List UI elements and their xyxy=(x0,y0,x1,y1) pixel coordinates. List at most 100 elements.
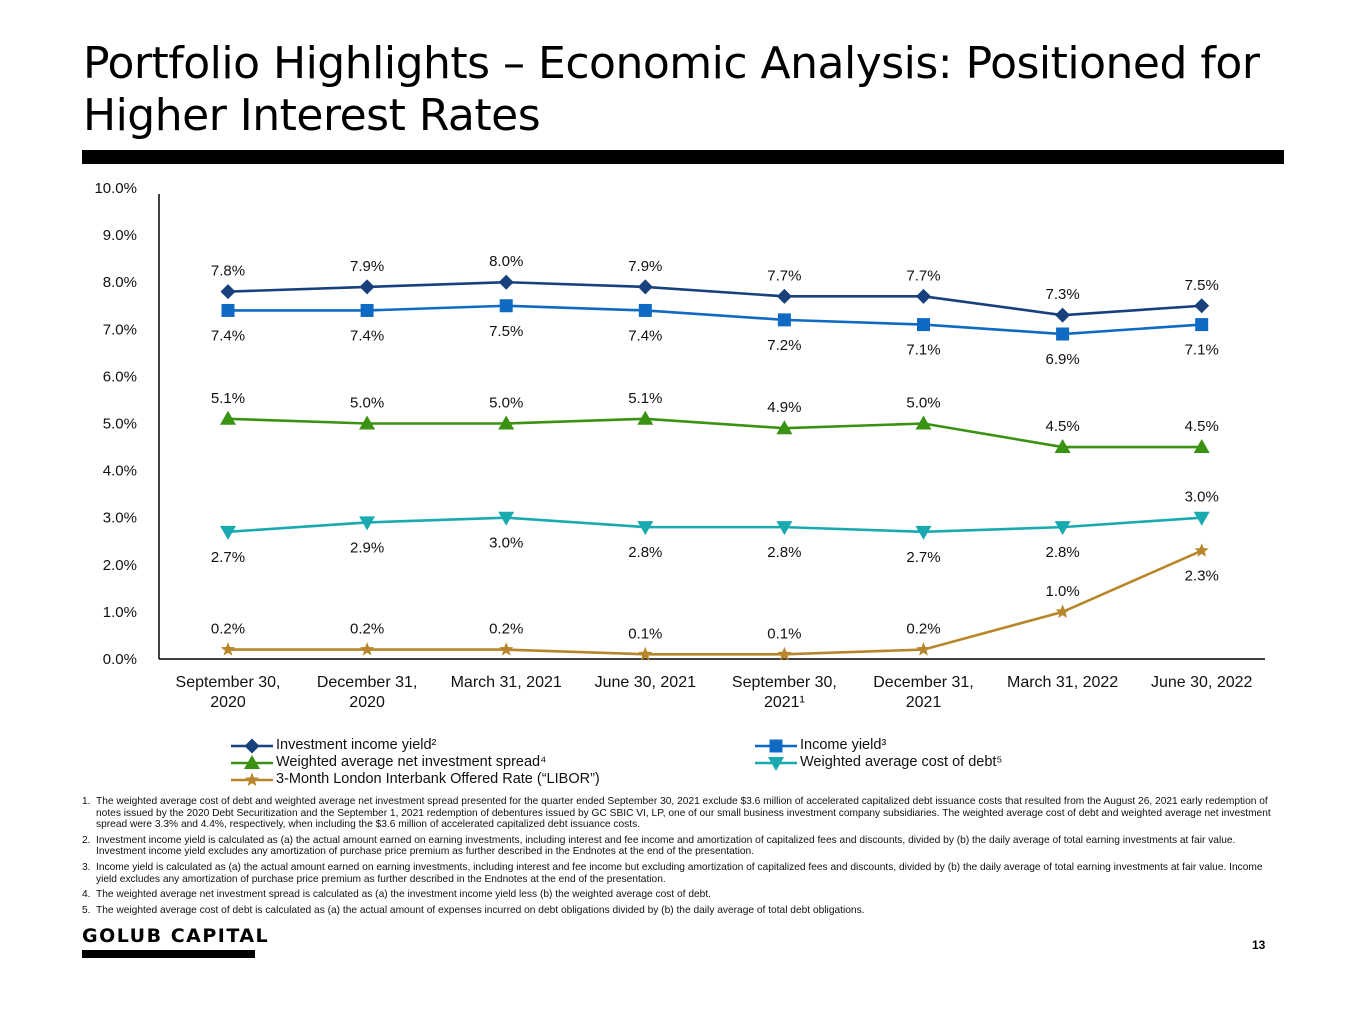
data-point xyxy=(1054,521,1071,536)
line-chart: 0.0% 1.0% 2.0% 3.0% 4.0% 5.0% 6.0% 7.0% 8.0% 9.0%… xyxy=(94,180,1265,711)
y-tick-label: 2.0% xyxy=(103,557,137,574)
x-tick-label: 2020 xyxy=(210,694,246,711)
data-label: 7.4% xyxy=(211,327,245,344)
data-point xyxy=(220,410,236,425)
data-label: 7.2% xyxy=(767,337,801,354)
data-point xyxy=(916,642,931,656)
data-label: 5.0% xyxy=(350,395,384,412)
x-tick-label: March 31, 2022 xyxy=(1007,674,1118,691)
data-point xyxy=(359,516,376,531)
data-point xyxy=(637,279,653,295)
data-point xyxy=(498,511,515,526)
y-tick-label: 5.0% xyxy=(103,416,137,433)
legend-label: Investment income yield² xyxy=(276,737,437,753)
data-point xyxy=(1055,604,1070,618)
data-point xyxy=(359,279,375,295)
data-point xyxy=(1193,439,1210,454)
data-label: 7.7% xyxy=(767,267,801,284)
footnote: 5. The weighted average cost of debt is c… xyxy=(82,905,1282,917)
footnote: 4. The weighted average net investment sp… xyxy=(82,889,1282,901)
data-label: 0.1% xyxy=(767,625,801,642)
data-point xyxy=(776,288,792,304)
x-tick-label: June 30, 2022 xyxy=(1151,674,1253,691)
footnote: 2. Investment income yield is calculated … xyxy=(82,835,1282,858)
page-number: 13 xyxy=(1252,938,1266,952)
x-tick-label: March 31, 2021 xyxy=(451,674,562,691)
legend-label: Weighted average net investment spread⁴ xyxy=(276,754,547,770)
data-point xyxy=(220,284,236,300)
data-label: 2.9% xyxy=(350,539,384,556)
data-point xyxy=(916,288,931,304)
data-label: 7.5% xyxy=(489,323,523,340)
footnote-number: 5. xyxy=(82,904,91,916)
footnote-number: 4. xyxy=(82,889,91,901)
data-point xyxy=(1194,543,1209,557)
data-point xyxy=(220,642,236,656)
data-label: 4.5% xyxy=(1045,418,1079,435)
footnote: 3. Income yield is calculated as (a) the … xyxy=(82,862,1282,885)
legend-label: Income yield³ xyxy=(800,737,887,753)
data-label: 8.0% xyxy=(489,253,523,270)
data-label: 2.8% xyxy=(1045,544,1079,561)
x-tick-label: 2020 xyxy=(349,694,385,711)
data-point xyxy=(637,521,654,536)
footnote-text: Investment income yield is calculated as… xyxy=(96,834,1236,858)
data-label: 6.9% xyxy=(1045,351,1079,368)
y-tick-label: 8.0% xyxy=(103,274,137,291)
data-label: 7.1% xyxy=(906,342,940,359)
y-tick-label: 0.0% xyxy=(103,651,137,668)
page-title: Portfolio Highlights – Economic Analysis… xyxy=(83,38,1260,141)
legend-swatch xyxy=(755,757,797,771)
data-point xyxy=(637,410,654,425)
series-line xyxy=(228,304,1202,336)
data-label: 4.9% xyxy=(767,399,801,416)
footnote-number: 3. xyxy=(82,861,91,873)
x-tick-label: September 30, xyxy=(732,674,837,691)
data-label: 2.8% xyxy=(628,544,662,561)
data-point xyxy=(1194,298,1210,314)
data-point xyxy=(915,525,932,540)
legend-label: Weighted average cost of debt⁵ xyxy=(800,754,1003,770)
footnotes: 1. The weighted average cost of debt and … xyxy=(82,796,1282,920)
x-tick-label: June 30, 2021 xyxy=(595,674,697,691)
data-point xyxy=(244,772,260,787)
data-label: 7.4% xyxy=(628,327,662,344)
y-tick-label: 7.0% xyxy=(103,321,137,338)
data-point xyxy=(1193,511,1210,526)
data-point xyxy=(221,303,235,317)
footnote-text: The weighted average net investment spre… xyxy=(96,889,711,901)
data-point xyxy=(917,318,930,332)
footnote-text: The weighted average cost of debt and we… xyxy=(96,796,1271,831)
data-label: 3.0% xyxy=(1185,489,1219,506)
y-tick-label: 10.0% xyxy=(94,180,137,197)
x-tick-label: 2021¹ xyxy=(764,694,805,711)
data-point xyxy=(777,646,792,661)
data-label: 0.1% xyxy=(628,625,662,642)
y-tick-label: 3.0% xyxy=(103,510,137,527)
data-point xyxy=(498,415,515,430)
data-point xyxy=(1054,439,1071,454)
data-point xyxy=(499,299,513,313)
data-point xyxy=(244,738,260,754)
data-point xyxy=(360,642,375,656)
footnote: 1. The weighted average cost of debt and … xyxy=(82,796,1282,831)
data-point xyxy=(638,646,653,661)
data-point xyxy=(244,755,260,769)
x-tick-label: December 31, xyxy=(317,674,418,691)
data-point xyxy=(1056,327,1070,341)
data-label: 7.5% xyxy=(1185,277,1219,294)
data-label: 0.2% xyxy=(489,621,523,638)
data-label: 2.7% xyxy=(906,549,940,566)
series-line xyxy=(228,549,1203,656)
y-tick-label: 4.0% xyxy=(103,463,137,480)
data-label: 5.1% xyxy=(628,390,662,407)
data-label: 5.1% xyxy=(211,390,245,407)
logo-underline xyxy=(82,950,255,958)
data-label: 7.8% xyxy=(211,263,245,280)
data-point xyxy=(1055,307,1071,323)
legend-swatch xyxy=(231,755,273,769)
data-label: 7.1% xyxy=(1185,342,1219,359)
data-label: 2.7% xyxy=(211,549,245,566)
data-point xyxy=(498,274,514,290)
data-point xyxy=(220,525,236,540)
